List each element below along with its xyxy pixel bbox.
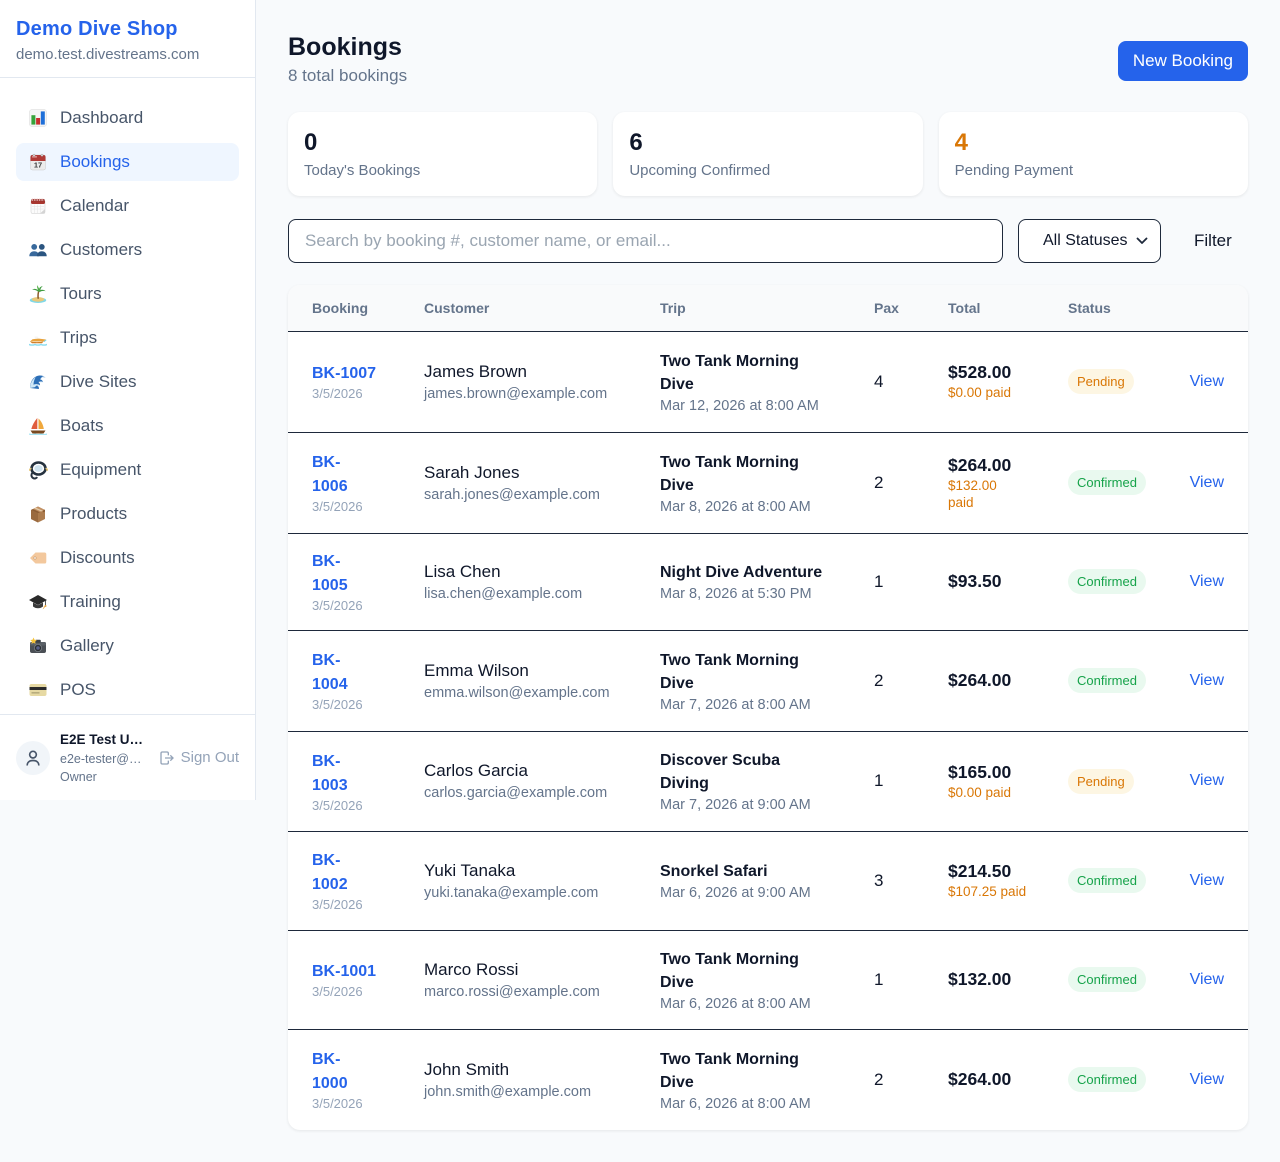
svg-text:17: 17 [34, 161, 42, 170]
